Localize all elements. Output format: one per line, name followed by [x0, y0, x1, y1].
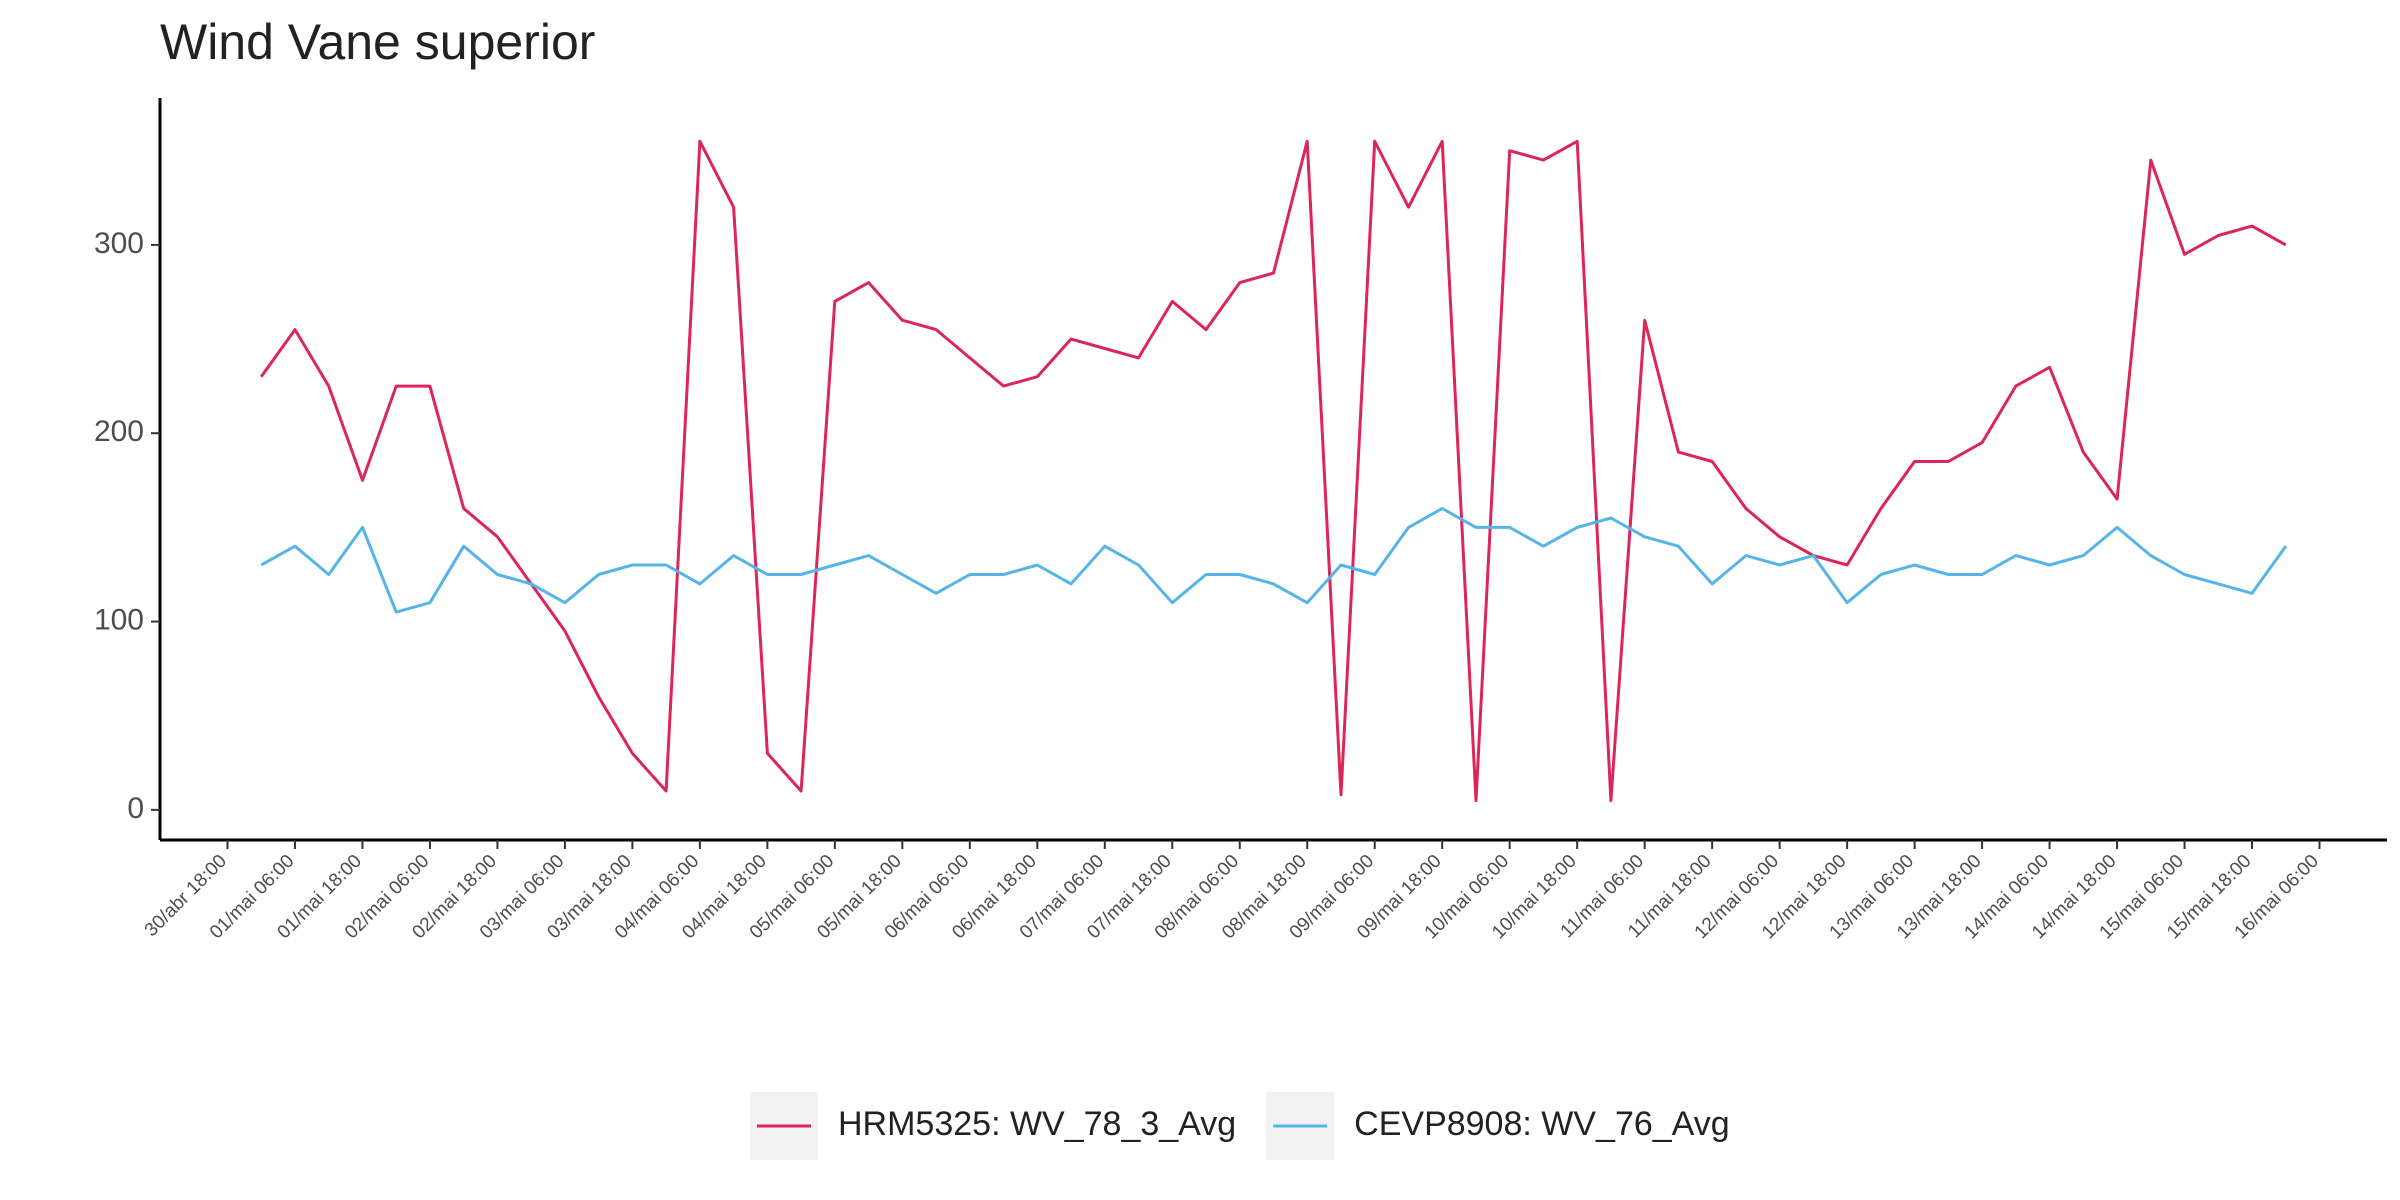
y-tick-label: 300 [94, 227, 144, 260]
legend-label: HRM5325: WV_78_3_Avg [838, 1105, 1236, 1143]
legend-label: CEVP8908: WV_76_Avg [1354, 1105, 1730, 1143]
y-tick-label: 200 [94, 415, 144, 448]
series-line [259, 139, 2287, 802]
y-tick-label: 0 [127, 792, 144, 825]
chart-title: Wind Vane superior [160, 14, 595, 70]
y-tick-label: 100 [94, 603, 144, 636]
series-line [260, 507, 2288, 614]
